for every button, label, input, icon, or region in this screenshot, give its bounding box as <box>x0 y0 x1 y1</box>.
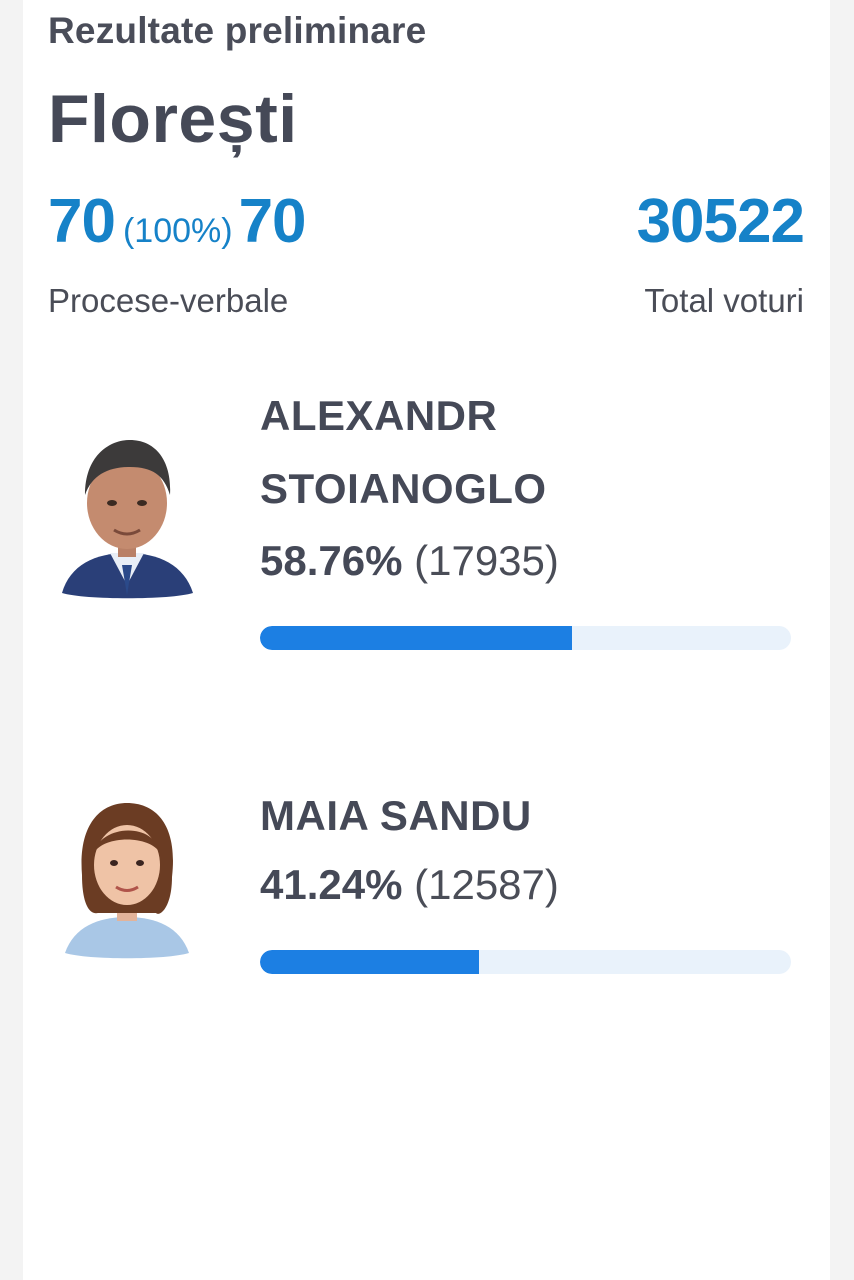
processed-count: 70 <box>48 187 116 256</box>
candidate-percent: 41.24% <box>260 861 403 908</box>
protocols-stat: 70 (100%)70 <box>48 186 307 257</box>
vote-share-bar <box>260 950 791 974</box>
candidate-photo <box>60 795 195 965</box>
candidate-name-line2: STOIANOGLO <box>260 465 547 512</box>
candidate-votes: (12587) <box>414 861 559 908</box>
processed-percent: (100%) <box>122 212 233 250</box>
total-protocols: 70 <box>238 187 307 256</box>
candidate-name: ALEXANDR <box>260 392 498 439</box>
portrait-man-icon <box>62 440 193 599</box>
candidate-result: 41.24% (12587) <box>260 861 559 909</box>
candidate-result: 58.76% (17935) <box>260 537 559 585</box>
page-subtitle: Rezultate preliminare <box>48 10 427 51</box>
vote-share-fill <box>260 950 479 974</box>
vote-share-bar <box>260 626 791 650</box>
candidate-percent: 58.76% <box>260 537 403 584</box>
results-card: Rezultate preliminare Florești 70 (100%)7… <box>23 0 830 1280</box>
total-votes: 30522 <box>636 187 805 256</box>
candidate-name: MAIA SANDU <box>260 792 532 839</box>
candidate-photo <box>60 435 195 605</box>
candidate-votes: (17935) <box>414 537 559 584</box>
votes-stat: 30522 <box>636 186 805 257</box>
votes-label: Total voturi <box>644 282 804 319</box>
page-title: Florești <box>48 81 298 157</box>
vote-share-fill <box>260 626 572 650</box>
protocols-label: Procese-verbale <box>48 282 289 319</box>
portrait-woman-icon <box>65 803 189 959</box>
